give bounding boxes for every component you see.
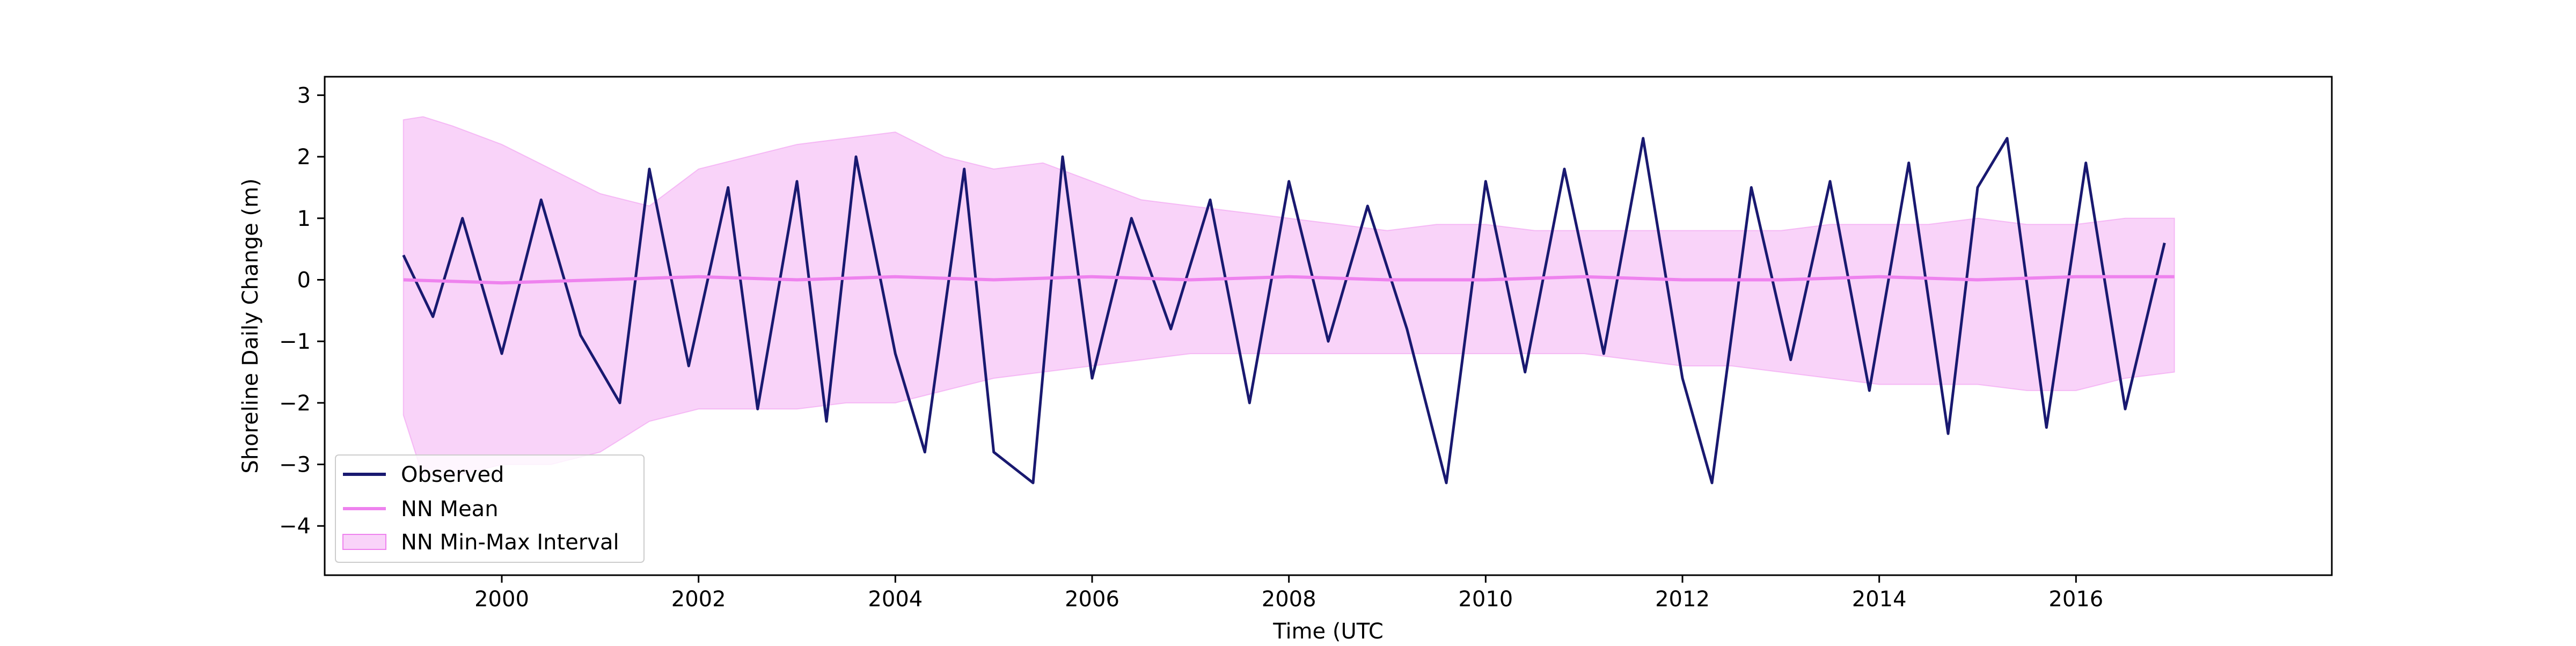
y-tick-label-minus-4: −4 <box>279 514 311 539</box>
y-axis-label: Shoreline Daily Change (m) <box>238 178 263 473</box>
y-tick-label-2: 2 <box>297 145 311 170</box>
y-tick-label-1: 1 <box>297 207 311 231</box>
legend-box <box>335 454 645 563</box>
series-nn-min-max-interval <box>402 116 2175 478</box>
y-tick-label-3: 3 <box>297 83 311 108</box>
plot-area <box>402 116 2175 484</box>
series-observed <box>402 137 2166 484</box>
y-axis: 3 2 1 0 −1 −2 −3 −4 <box>279 83 325 539</box>
series-nn-mean <box>403 275 2175 285</box>
x-tick-label-2006: 2006 <box>1065 587 1119 612</box>
legend-swatch-nn-min-max-interval <box>342 534 386 550</box>
x-tick-label-2016: 2016 <box>2048 587 2103 612</box>
x-tick-label-2012: 2012 <box>1655 587 1710 612</box>
y-tick-label-minus-1: −1 <box>279 329 311 354</box>
x-tick-label-2010: 2010 <box>1458 587 1513 612</box>
x-tick-label-2000: 2000 <box>474 587 529 612</box>
legend-label-nn-min-max-interval: NN Min-Max Interval <box>401 530 619 555</box>
y-tick-label-minus-3: −3 <box>279 453 311 478</box>
x-axis: 2000 2002 2004 2006 2008 2010 2012 2014 2016 <box>474 575 2103 612</box>
x-axis-label: Time (UTC <box>1272 619 1384 644</box>
legend-label-nn-mean: NN Mean <box>401 497 499 522</box>
y-tick-label-minus-2: −2 <box>279 391 311 416</box>
legend: Observed NN Mean NN Min-Max Interval <box>335 454 645 563</box>
x-tick-label-2008: 2008 <box>1262 587 1316 612</box>
y-tick-label-0: 0 <box>297 268 311 292</box>
plot-frame <box>324 76 2333 576</box>
x-tick-label-2014: 2014 <box>1852 587 1907 612</box>
legend-label-observed: Observed <box>401 463 504 487</box>
x-tick-label-2004: 2004 <box>868 587 923 612</box>
x-tick-label-2002: 2002 <box>671 587 726 612</box>
